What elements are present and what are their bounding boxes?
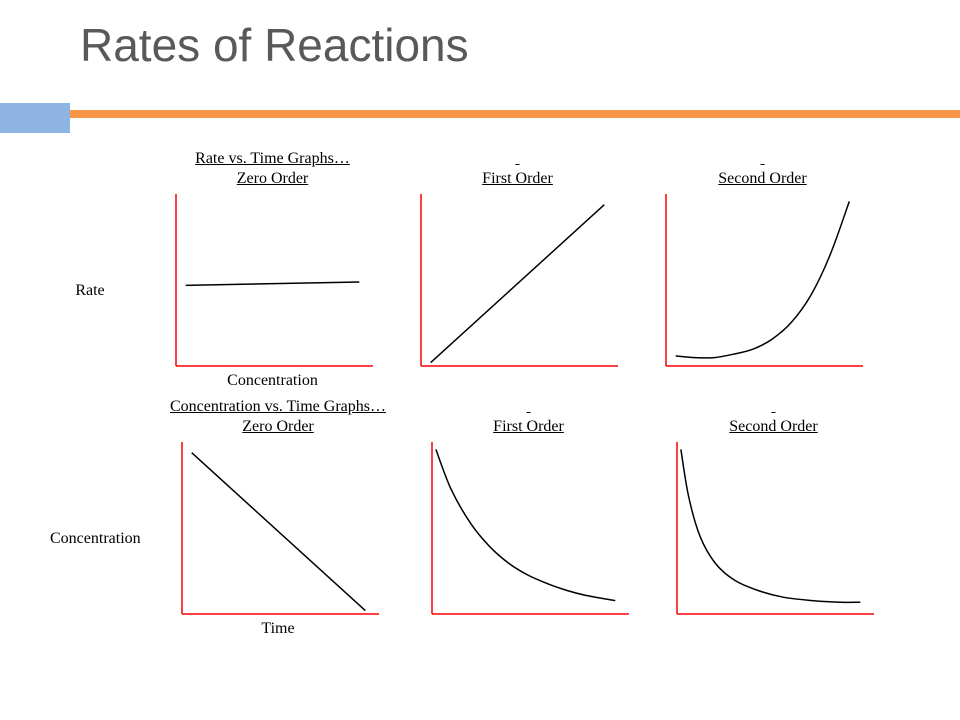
yaxis-label-row2: Concentration	[50, 530, 130, 548]
accent-bar	[70, 110, 960, 118]
chart-grid: Rate Rate vs. Time Graphs… Zero Order Co…	[50, 150, 910, 646]
chart-second-order-rate	[660, 192, 865, 372]
chart-title-first-order-2: First Order	[493, 418, 564, 438]
chart-title-second-order-1: Second Order	[718, 170, 806, 190]
chart-cell-first-order-conc: First Order	[426, 398, 631, 640]
chart-first-order-conc	[426, 440, 631, 620]
xaxis-label-row2: Time	[261, 620, 294, 640]
chart-cell-second-order-conc: Second Order	[671, 398, 876, 640]
slide-title: Rates of Reactions	[80, 18, 469, 72]
row2-supertitle: Concentration vs. Time Graphs…	[170, 398, 386, 416]
chart-cell-first-order-rate: First Order	[415, 150, 620, 392]
chart-zero-order-conc	[176, 440, 381, 620]
xaxis-label-row1: Concentration	[227, 372, 318, 392]
chart-row-1: Rate Rate vs. Time Graphs… Zero Order Co…	[50, 150, 910, 392]
chart-row-2: Concentration Concentration vs. Time Gra…	[50, 398, 910, 640]
chart-cell-zero-order-conc: Concentration vs. Time Graphs… Zero Orde…	[170, 398, 386, 640]
chart-title-zero-order-2: Zero Order	[242, 418, 314, 438]
slide: Rates of Reactions Rate Rate vs. Time Gr…	[0, 0, 960, 720]
chart-first-order-rate	[415, 192, 620, 372]
chart-title-zero-order-1: Zero Order	[237, 170, 309, 190]
yaxis-label-row1: Rate	[50, 282, 130, 300]
chart-second-order-conc	[671, 440, 876, 620]
chart-cell-second-order-rate: Second Order	[660, 150, 865, 392]
chart-cell-zero-order-rate: Rate vs. Time Graphs… Zero Order Concent…	[170, 150, 375, 392]
row1-supertitle: Rate vs. Time Graphs…	[195, 150, 350, 168]
chart-zero-order-rate	[170, 192, 375, 372]
accent-block	[0, 103, 70, 133]
chart-title-first-order-1: First Order	[482, 170, 553, 190]
chart-title-second-order-2: Second Order	[729, 418, 817, 438]
